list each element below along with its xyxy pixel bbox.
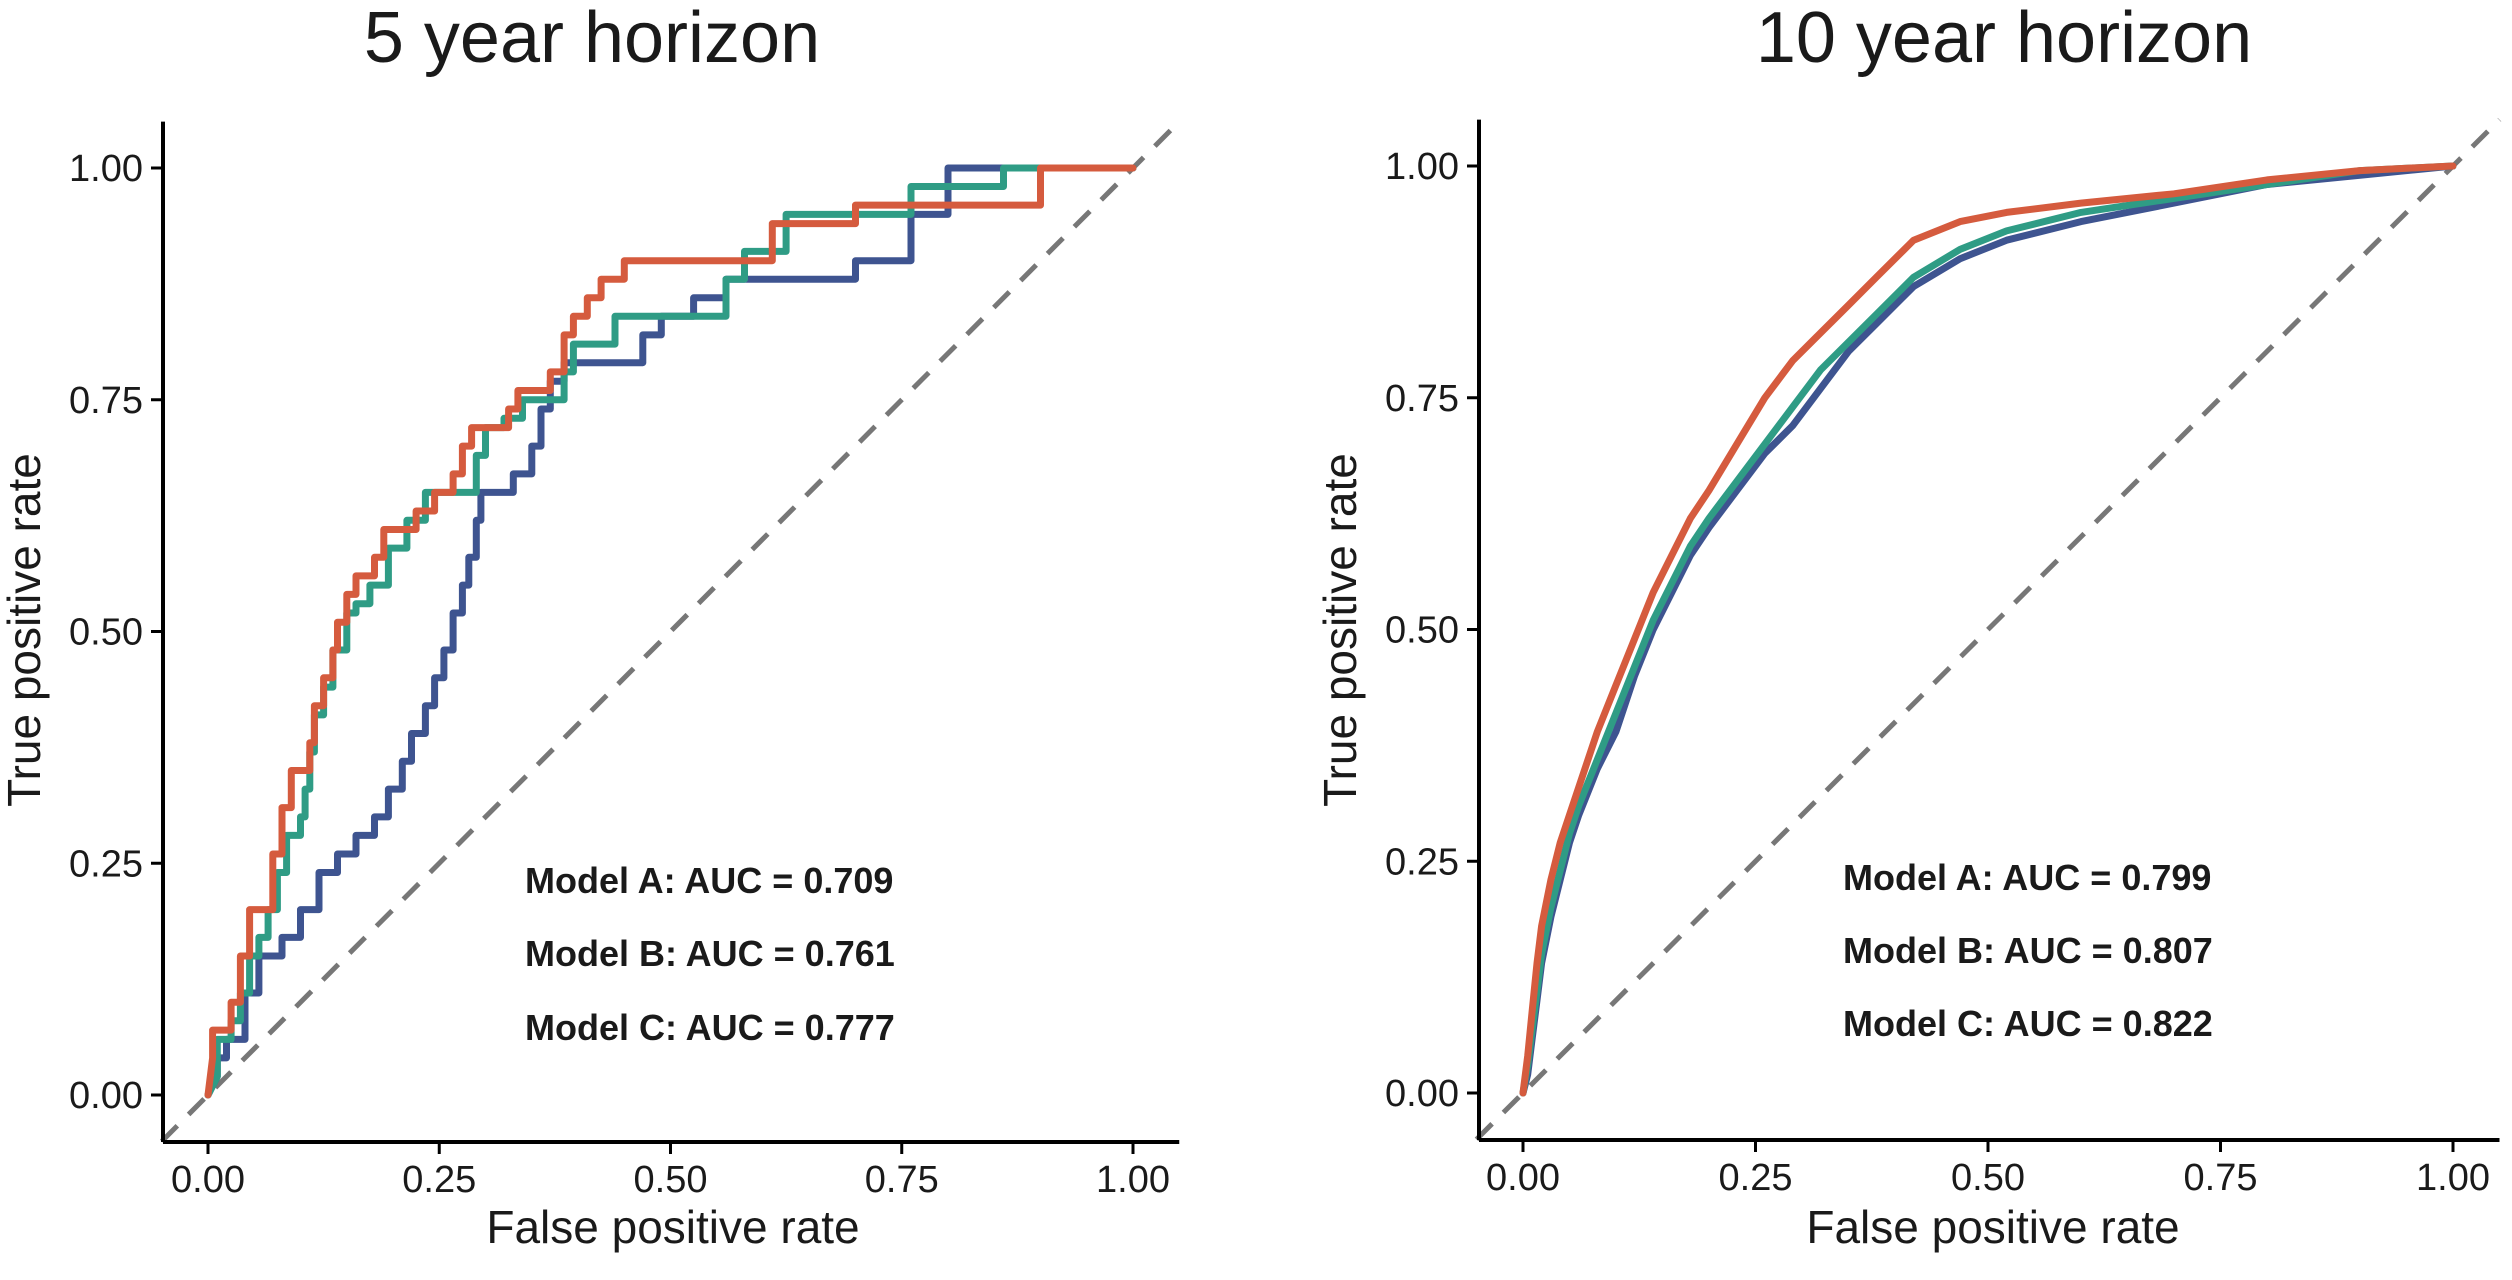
y-axis-label: True positive rate [0,453,50,807]
y-tick-label: 0.00 [1385,1073,1459,1115]
auc-annotation-model-a: Model A: AUC = 0.799 [1843,857,2211,898]
y-tick-label: 1.00 [69,148,143,190]
roc-curve-model-c [1519,162,2457,1097]
auc-annotation-model-c: Model C: AUC = 0.822 [1843,1003,2213,1044]
x-tick-label: 0.25 [402,1159,476,1201]
x-axis-label: False positive rate [486,1201,859,1253]
y-tick-label: 0.75 [1385,378,1459,420]
x-tick-label: 1.00 [1096,1159,1170,1201]
y-tick-label: 0.25 [1385,841,1459,883]
y-tick-label: 0.50 [69,612,143,654]
x-tick-label: 0.50 [634,1159,708,1201]
roc-panel-10-year: 10 year horizon True positive rate False… [1314,0,2502,1253]
diagonal-reference-line [1474,117,2502,1142]
auc-annotation-model-a: Model A: AUC = 0.709 [525,860,893,901]
roc-curve-model-c [204,164,1137,1099]
y-tick-label: 0.00 [69,1075,143,1117]
auc-annotation-model-b: Model B: AUC = 0.807 [1843,930,2213,971]
y-axis-label: True positive rate [1314,453,1366,807]
chart-title: 10 year horizon [1756,0,2252,78]
diagonal-reference-line [159,119,1182,1144]
x-axis-label: False positive rate [1806,1201,2179,1253]
x-tick-label: 1.00 [2416,1157,2490,1199]
roc-curve-model-b [204,164,1137,1099]
y-tick-label: 0.25 [69,843,143,885]
x-tick-label: 0.00 [1486,1157,1560,1199]
roc-curve-model-b [1519,162,2457,1097]
roc-panel-5-year: 5 year horizon True positive rate False … [0,0,1182,1253]
x-tick-label: 0.25 [1719,1157,1793,1199]
y-tick-label: 0.75 [69,380,143,422]
x-tick-label: 0.75 [865,1159,939,1201]
x-tick-label: 0.75 [2184,1157,2258,1199]
y-tick-label: 0.50 [1385,610,1459,652]
y-tick-label: 1.00 [1385,146,1459,188]
x-tick-label: 0.00 [171,1159,245,1201]
x-tick-label: 0.50 [1951,1157,2025,1199]
auc-annotation-model-b: Model B: AUC = 0.761 [525,933,895,974]
auc-annotation-model-c: Model C: AUC = 0.777 [525,1007,895,1048]
chart-title: 5 year horizon [364,0,820,78]
